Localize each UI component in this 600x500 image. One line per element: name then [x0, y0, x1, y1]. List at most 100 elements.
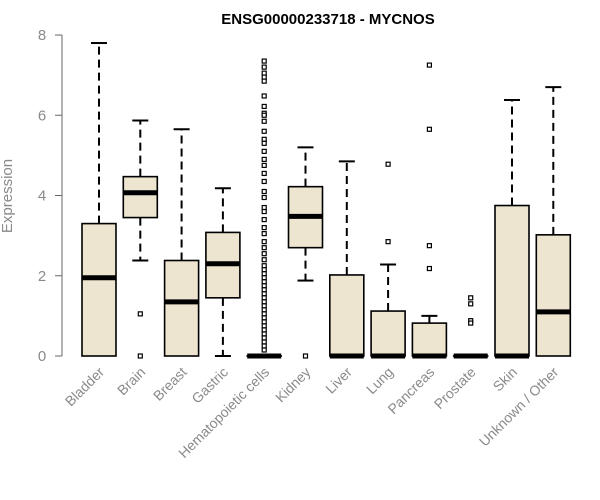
outlier-point	[468, 295, 474, 301]
box-group	[81, 42, 117, 357]
outlier-point	[426, 126, 432, 132]
outlier-point	[261, 311, 267, 317]
outlier-point	[426, 265, 432, 272]
box-body	[370, 310, 406, 357]
outlier-point	[261, 343, 267, 349]
outlier-point	[261, 257, 267, 263]
y-tick-label: 0	[38, 348, 46, 365]
outlier-point	[261, 170, 267, 177]
box-group	[370, 161, 406, 359]
outlier-point	[261, 291, 267, 297]
outlier-point	[261, 140, 267, 146]
outlier-point	[261, 112, 267, 118]
outlier-point	[261, 339, 267, 345]
outlier-point	[261, 299, 267, 305]
x-tick-label: Bladder	[62, 364, 108, 410]
box-body	[328, 274, 365, 357]
outlier-point	[261, 148, 267, 154]
box-group	[205, 187, 241, 357]
outlier-point	[261, 162, 267, 169]
box-body	[122, 175, 159, 219]
outlier-point	[468, 320, 474, 326]
outlier-point	[261, 194, 267, 201]
boxes	[81, 42, 572, 359]
chart-title: ENSG00000233718 - MYCNOS	[221, 11, 434, 28]
outlier-point	[261, 279, 267, 285]
y-tick-label: 4	[38, 188, 46, 205]
box-group	[328, 160, 365, 359]
box-body	[411, 322, 448, 357]
outlier-point	[261, 178, 267, 185]
outlier-point	[137, 353, 143, 359]
outlier-point	[261, 78, 267, 84]
x-tick-label: Lung	[363, 364, 396, 397]
outlier-point	[261, 319, 267, 325]
y-axis-label: Expression	[0, 159, 16, 233]
outlier-point	[261, 335, 267, 341]
outlier-point	[261, 251, 267, 257]
outlier-point	[261, 64, 267, 70]
outlier-point	[385, 239, 391, 245]
outlier-point	[261, 188, 267, 195]
outlier-point	[426, 243, 432, 249]
box-group	[287, 146, 324, 359]
outlier-point	[261, 156, 267, 162]
outlier-point	[426, 62, 432, 68]
outlier-point	[261, 263, 267, 269]
box-group	[163, 128, 200, 357]
box-group	[246, 58, 282, 359]
outlier-point	[261, 315, 267, 321]
outlier-point	[261, 245, 267, 251]
box-group	[122, 119, 159, 359]
x-tick-label: Breast	[150, 364, 190, 404]
outlier-point	[261, 347, 267, 353]
outlier-point	[261, 275, 267, 281]
outlier-point	[261, 267, 267, 273]
box-body	[163, 259, 200, 357]
outlier-point	[261, 136, 267, 142]
outlier-point	[261, 216, 267, 223]
box-group	[494, 99, 530, 359]
outlier-point	[261, 74, 267, 80]
outlier-point	[137, 311, 143, 317]
outlier-point	[261, 93, 267, 99]
y-tick-label: 6	[38, 107, 46, 124]
box-group	[452, 295, 489, 359]
outlier-point	[261, 239, 267, 245]
outlier-point	[261, 103, 267, 110]
outlier-point	[261, 307, 267, 313]
outlier-point	[261, 295, 267, 301]
axes: 0 2 4 6 8	[38, 27, 63, 365]
box-group	[411, 62, 448, 359]
outlier-point	[261, 323, 267, 329]
y-tick-label: 8	[38, 27, 46, 44]
box-body	[535, 234, 572, 357]
outlier-point	[261, 58, 267, 64]
outlier-point	[261, 271, 267, 277]
outlier-point	[261, 303, 267, 309]
outlier-point	[261, 283, 267, 289]
x-tick-label: Liver	[322, 364, 355, 397]
box-body	[81, 222, 117, 357]
outlier-point	[261, 231, 267, 237]
outlier-point	[302, 353, 309, 359]
y-tick-label: 2	[38, 268, 46, 285]
outlier-point	[261, 70, 267, 76]
outlier-point	[261, 208, 267, 215]
outlier-point	[261, 204, 267, 211]
outlier-point	[261, 225, 267, 231]
outlier-point	[261, 331, 267, 337]
outlier-point	[261, 327, 267, 333]
outlier-point	[261, 128, 267, 134]
x-tick-label: Skin	[490, 364, 521, 395]
box-group	[535, 86, 572, 357]
x-tick-label: Prostate	[431, 364, 479, 412]
x-tick-label: Kidney	[272, 364, 314, 406]
outlier-point	[385, 161, 391, 167]
x-tick-label: Brain	[114, 364, 148, 398]
box-body	[494, 204, 530, 357]
outlier-point	[468, 301, 474, 307]
